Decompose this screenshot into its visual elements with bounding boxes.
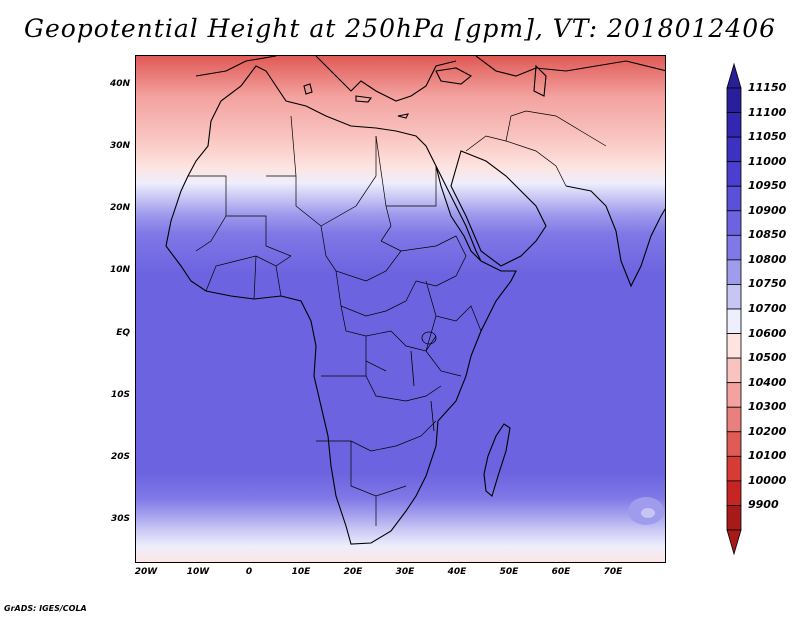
colorbar-label: 10950 <box>748 179 787 193</box>
colorbar-label: 10000 <box>748 473 787 487</box>
colorbar-swatch <box>726 136 742 163</box>
lat-label-10n: 10N <box>109 265 130 275</box>
border-angola-zambia <box>321 361 442 402</box>
lat-label-eq: EQ <box>116 328 130 338</box>
lake-victoria <box>421 331 437 345</box>
madagascar <box>483 423 511 497</box>
colorbar-label: 11100 <box>748 105 787 119</box>
colorbar-bottom-arrow <box>726 529 742 556</box>
africa-coastline <box>165 65 517 545</box>
colorbar-swatch <box>726 284 742 310</box>
colorbar-label: 10850 <box>748 228 787 242</box>
lon-label-40e: 40E <box>447 567 467 577</box>
colorbar-label: 10300 <box>748 400 787 414</box>
lon-label-20w: 20W <box>134 567 158 577</box>
colorbar-top-arrow <box>726 62 742 89</box>
colorbar-swatch <box>726 112 742 138</box>
border-southern-africa <box>316 420 437 526</box>
map-canvas <box>136 56 665 562</box>
colorbar-label: 10700 <box>748 302 787 315</box>
lon-label-70e: 70E <box>603 567 623 577</box>
border-libya-egypt <box>375 135 437 242</box>
border-sahara-west <box>188 175 292 257</box>
colorbar-label: 9900 <box>748 498 779 512</box>
height-field-map <box>135 55 666 563</box>
colorbar-swatch <box>726 357 742 384</box>
india-coast <box>565 185 665 288</box>
colorbar-swatch <box>726 333 742 359</box>
red-sea <box>435 165 482 262</box>
border-sudan <box>380 235 467 287</box>
local-anomaly-core <box>641 508 655 518</box>
colorbar-label: 11050 <box>748 130 787 144</box>
lon-label-50e: 50E <box>499 567 519 577</box>
caspian-black-seas <box>435 64 547 97</box>
arabian-peninsula <box>450 150 547 267</box>
lon-label-10w: 10W <box>186 567 210 577</box>
colorbar-label: 10800 <box>748 252 787 266</box>
border-middle-east <box>465 110 607 187</box>
colorbar-swatch <box>726 308 742 334</box>
colorbar-label: 10900 <box>748 203 787 217</box>
lon-label-30e: 30E <box>395 567 415 577</box>
lat-label-20s: 20S <box>110 452 130 462</box>
colorbar-swatch <box>726 161 742 187</box>
colorbar-label: 11000 <box>748 154 787 168</box>
colorbar-label: 10200 <box>748 424 787 438</box>
colorbar-swatch <box>726 210 742 236</box>
border-west-africa <box>205 255 292 300</box>
country-borders <box>188 110 607 526</box>
colorbar-label: 10750 <box>748 277 787 291</box>
colorbar-swatch <box>726 406 742 433</box>
colorbar-swatch <box>726 185 742 212</box>
lon-label-60e: 60E <box>551 567 571 577</box>
lake-malawi <box>430 400 435 432</box>
colorbar-label: 10100 <box>748 449 787 463</box>
colorbar-swatch <box>726 455 742 482</box>
high-height-region <box>216 56 665 136</box>
mediterranean-islands <box>303 83 409 119</box>
colorbar-swatch <box>726 480 742 506</box>
lon-label-0: 0 <box>245 567 253 577</box>
border-east-africa <box>425 280 482 377</box>
colorbar-label: 11150 <box>748 81 787 94</box>
lat-label-30n: 30N <box>109 141 130 151</box>
colorbar-swatch <box>726 234 742 261</box>
border-central-africa <box>320 225 417 317</box>
credit-text: GrADS: IGES/COLA <box>4 604 87 613</box>
lake-tanganyika <box>410 350 415 387</box>
lat-label-20n: 20N <box>109 203 130 213</box>
lat-label-40n: 40N <box>109 79 130 89</box>
colorbar-swatch <box>726 259 742 285</box>
field-background <box>136 56 665 562</box>
colorbar-swatch <box>726 87 742 113</box>
colorbar-label: 10600 <box>748 326 787 340</box>
europe-coast <box>195 56 665 102</box>
lat-label-10s: 10S <box>110 390 130 400</box>
colorbar-label: 10500 <box>748 351 787 365</box>
lat-label-30s: 30S <box>110 514 130 524</box>
colorbar-swatch <box>726 382 742 408</box>
map-title: Geopotential Height at 250hPa [gpm], VT:… <box>23 14 777 43</box>
coastlines <box>165 56 665 545</box>
lakes <box>410 331 437 432</box>
lon-label-10e: 10E <box>291 567 311 577</box>
lon-label-20e: 20E <box>343 567 363 577</box>
colorbar-swatch <box>726 505 742 531</box>
colorbar-swatch <box>726 431 742 457</box>
colorbar-label: 10400 <box>748 375 787 389</box>
